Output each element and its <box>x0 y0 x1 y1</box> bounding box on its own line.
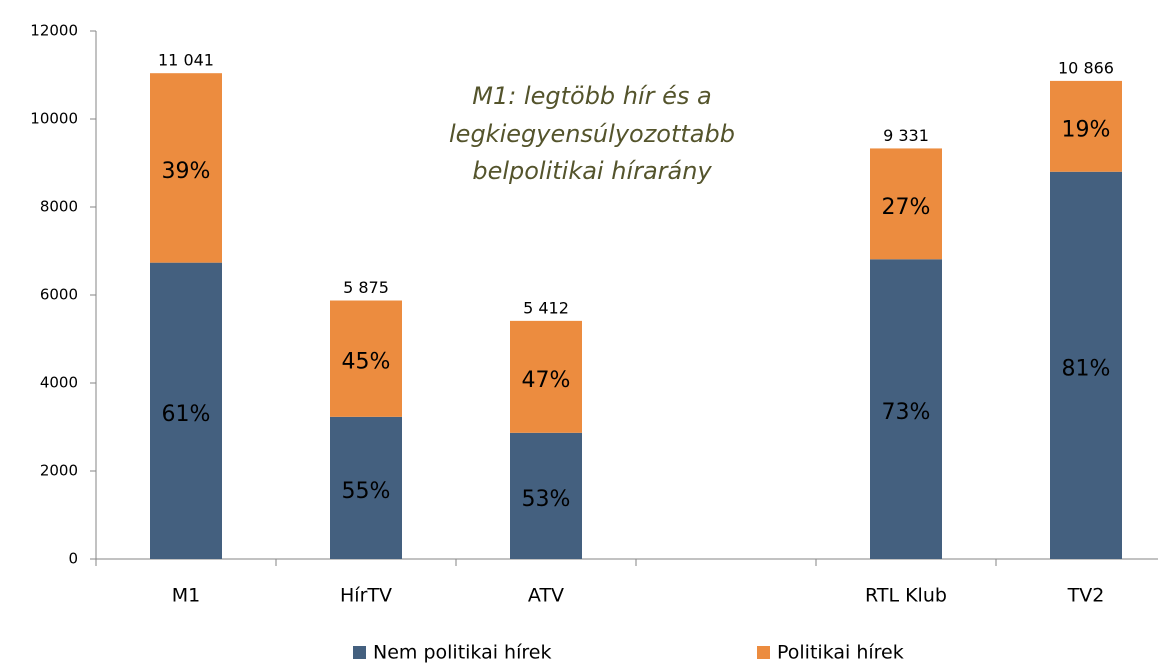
bar-segment <box>870 259 942 559</box>
y-tick-label: 4000 <box>40 374 78 392</box>
legend-swatch <box>353 646 366 659</box>
x-tick-label: RTL Klub <box>865 585 947 607</box>
y-tick-label: 2000 <box>40 462 78 480</box>
legend-swatch <box>757 646 770 659</box>
annotation: M1: legtöbb hír és a legkiegyensúlyozott… <box>449 82 735 185</box>
segment-label: 19% <box>1062 117 1111 142</box>
annotation-line: belpolitikai hírarány <box>472 157 712 185</box>
total-label: 10 866 <box>1058 58 1114 77</box>
x-tick-label: TV2 <box>1067 585 1105 607</box>
segment-label: 45% <box>342 350 391 375</box>
x-tick-label: M1 <box>172 585 200 607</box>
total-label: 9 331 <box>883 126 929 145</box>
total-label: 5 875 <box>343 278 389 297</box>
bar-segment <box>510 432 582 559</box>
segment-label: 47% <box>522 368 571 393</box>
y-tick-label: 10000 <box>30 110 78 128</box>
y-tick-label: 12000 <box>30 22 78 40</box>
legend-label: Politikai hírek <box>777 642 904 664</box>
segment-label: 61% <box>162 402 211 427</box>
y-tick-label: 0 <box>68 550 78 568</box>
bar-segment <box>330 416 402 559</box>
total-label: 5 412 <box>523 298 569 317</box>
y-tick-label: 8000 <box>40 198 78 216</box>
segment-label: 81% <box>1062 356 1111 381</box>
segment-label: 55% <box>342 479 391 504</box>
bar-segment <box>1050 80 1122 172</box>
bar-segment <box>150 73 222 263</box>
segment-label: 53% <box>522 487 571 512</box>
bar-segment <box>330 300 402 417</box>
x-tick-label: ATV <box>528 585 564 607</box>
segment-label: 27% <box>882 195 931 220</box>
bar-segment <box>1050 171 1122 560</box>
segment-label: 39% <box>162 159 211 184</box>
total-label: 11 041 <box>158 51 214 70</box>
y-tick-label: 6000 <box>40 286 78 304</box>
x-tick-label: HírTV <box>340 585 392 607</box>
bar-segment <box>870 148 942 260</box>
annotation-line: legkiegyensúlyozottabb <box>449 120 735 148</box>
segment-label: 73% <box>882 400 931 425</box>
bar-segment <box>510 320 582 433</box>
legend-label: Nem politikai hírek <box>373 642 551 664</box>
bar-segment <box>150 262 222 559</box>
annotation-line: M1: legtöbb hír és a <box>472 82 712 110</box>
